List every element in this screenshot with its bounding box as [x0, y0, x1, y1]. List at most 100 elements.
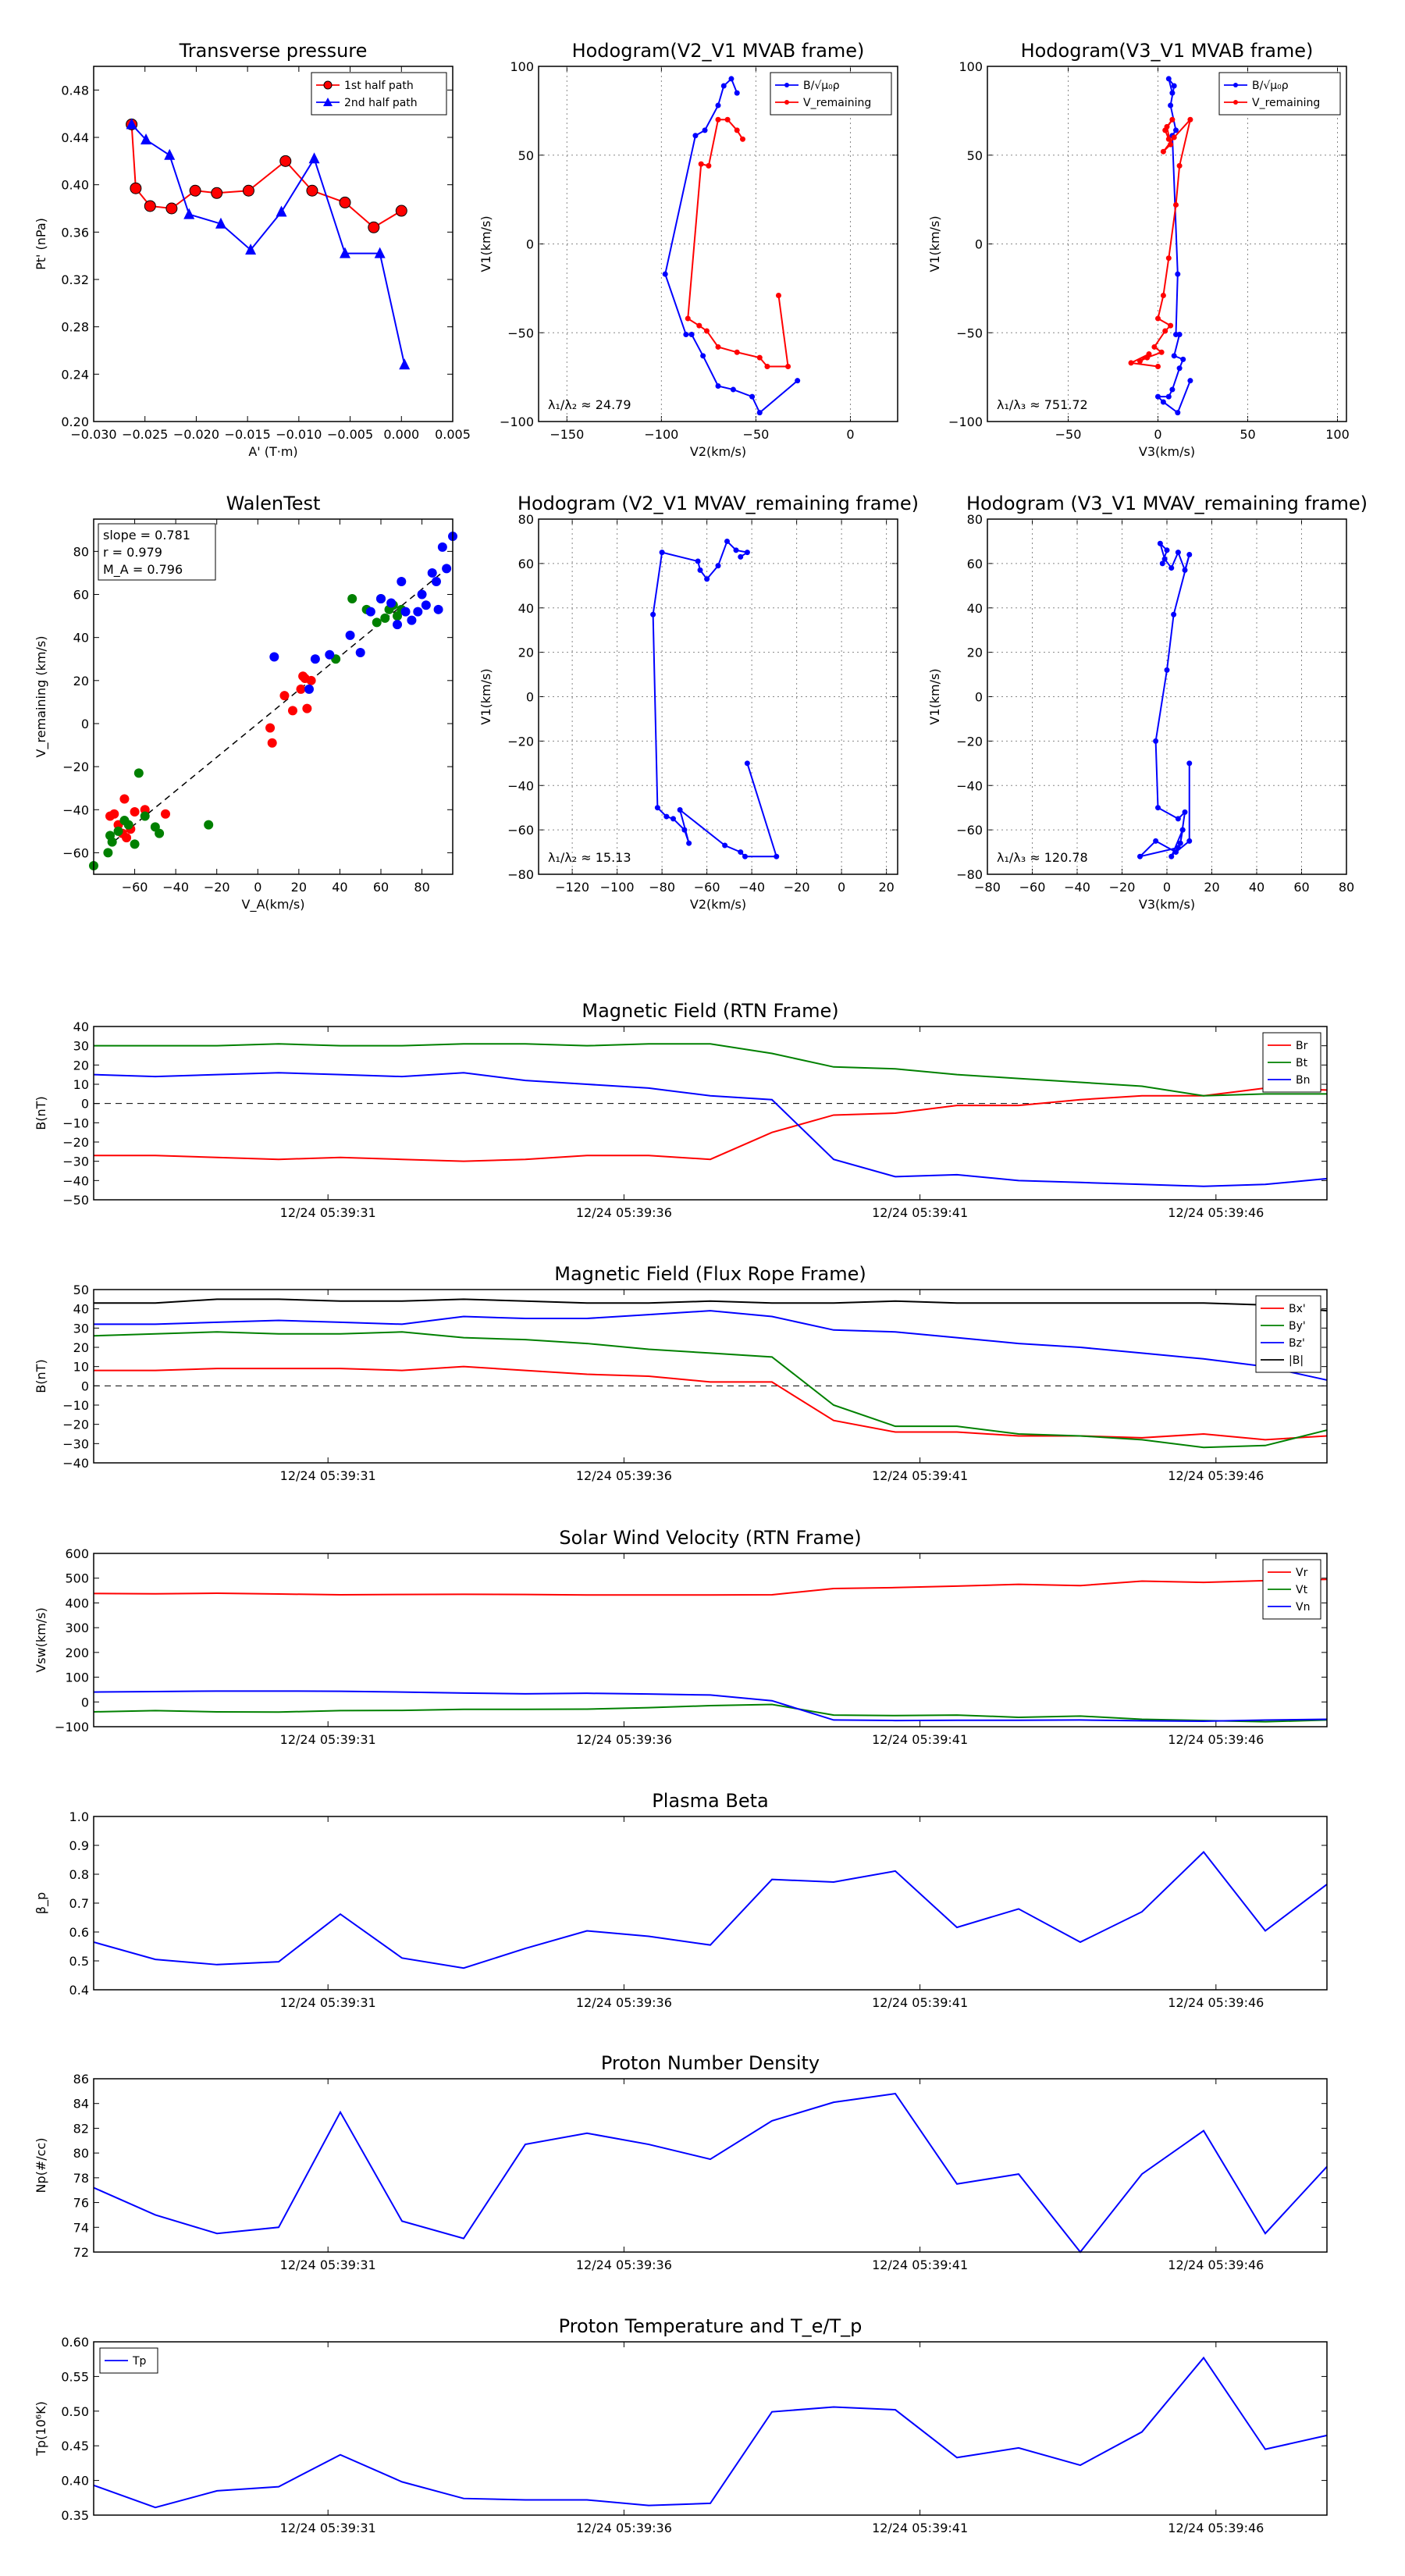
- legend-entry: V_remaining: [803, 97, 871, 109]
- data-point: [715, 116, 721, 123]
- x-tick-label: −0.005: [327, 427, 373, 442]
- data-point: [1155, 315, 1161, 322]
- scatter-point: [386, 598, 397, 608]
- data-point: [688, 332, 695, 338]
- y-tick-label: −60: [956, 823, 983, 838]
- y-tick-label: −10: [62, 1398, 89, 1413]
- legend-marker: [784, 100, 789, 105]
- plot-frame: [538, 66, 898, 422]
- scatter-point: [161, 809, 170, 819]
- data-point: [1169, 116, 1176, 123]
- chart-hodo_v2_mvab: Hodogram(V2_V1 MVAB frame) −100 −50 0 50 100 −…: [478, 40, 898, 459]
- legend-entry: 1st half path: [344, 80, 414, 92]
- legend: Tp: [99, 2347, 158, 2374]
- series-line: [93, 1703, 1328, 1723]
- y-tick-label: −60: [507, 823, 534, 838]
- x-tick-label: 12/24 05:39:31: [280, 1732, 376, 1747]
- data-point: [399, 358, 411, 370]
- data-point: [1146, 351, 1152, 358]
- data-point: [1157, 540, 1163, 546]
- y-tick-label: 40: [967, 601, 983, 616]
- x-tick-label: 12/24 05:39:31: [280, 1995, 376, 2010]
- y-tick-label: 20: [967, 646, 983, 660]
- series-line: [94, 1365, 1328, 1441]
- data-point: [722, 842, 728, 849]
- data-point: [744, 760, 750, 767]
- chart-title: WalenTest: [226, 493, 321, 514]
- data-point: [662, 271, 668, 277]
- y-tick-label: −30: [62, 1155, 89, 1169]
- data-point: [1179, 827, 1186, 833]
- data-point: [774, 853, 780, 859]
- x-tick-label: 12/24 05:39:41: [872, 1995, 968, 2010]
- y-tick-label: −60: [62, 845, 89, 860]
- data-point: [189, 184, 201, 197]
- chart-title: Plasma Beta: [652, 1790, 768, 1812]
- y-tick-label: 50: [967, 148, 983, 163]
- scatter-point: [372, 617, 382, 628]
- scatter-point: [105, 811, 116, 821]
- series-line: [93, 1072, 1328, 1187]
- x-tick-label: −100: [644, 427, 678, 442]
- data-point: [1169, 90, 1176, 96]
- legend-entry: Bz': [1289, 1337, 1305, 1350]
- plot-frame: [93, 2341, 1328, 2516]
- y-tick-label: −40: [507, 778, 534, 793]
- scatter-point: [442, 564, 452, 574]
- scatter-point: [130, 839, 140, 849]
- stats-line: M_A = 0.796: [103, 562, 183, 578]
- x-tick-label: −100: [600, 880, 635, 895]
- scatter-point: [113, 826, 123, 836]
- data-point: [1165, 393, 1172, 400]
- legend: B/√μ₀ρ V_remaining: [1218, 72, 1341, 116]
- x-tick-label: −50: [743, 427, 770, 442]
- data-point: [1176, 365, 1183, 372]
- scatter-point: [103, 848, 113, 858]
- data-point: [1153, 838, 1159, 844]
- y-tick-label: 10: [73, 1360, 89, 1375]
- data-point: [700, 353, 706, 359]
- data-point: [1173, 127, 1179, 133]
- y-tick-label: −50: [62, 1193, 89, 1208]
- scatter-point: [417, 589, 427, 600]
- data-point: [715, 102, 721, 109]
- y-tick-label: −10: [62, 1115, 89, 1130]
- legend-entry: Vn: [1296, 1601, 1310, 1614]
- y-tick-label: 200: [65, 1646, 89, 1660]
- data-point: [1175, 845, 1181, 851]
- data-point: [685, 315, 691, 322]
- data-point: [1158, 349, 1165, 355]
- data-point: [130, 182, 142, 194]
- data-point: [715, 383, 721, 389]
- data-point: [730, 386, 736, 393]
- stats-frame: [98, 523, 216, 581]
- x-tick-label: −0.025: [122, 427, 168, 442]
- stats-line: slope = 0.781: [103, 528, 190, 543]
- legend-entry: Vt: [1296, 1584, 1308, 1596]
- data-point: [683, 332, 689, 338]
- plot-frame: [987, 518, 1347, 875]
- data-point: [1177, 840, 1183, 846]
- y-tick-label: −20: [507, 734, 534, 749]
- y-tick-label: 0.5: [69, 1954, 89, 1969]
- legend-entry: 2nd half path: [344, 97, 418, 109]
- y-tick-label: 74: [73, 2220, 89, 2235]
- y-tick-label: 60: [73, 588, 89, 603]
- x-tick-label: −50: [1055, 427, 1082, 442]
- legend-entry: Tp: [132, 2355, 147, 2368]
- data-point: [764, 363, 770, 369]
- x-tick-label: 20: [291, 880, 307, 895]
- data-point: [703, 328, 710, 334]
- x-tick-label: −20: [1109, 880, 1136, 895]
- data-point: [670, 816, 676, 822]
- data-point: [164, 148, 176, 160]
- x-tick-label: 100: [1325, 427, 1350, 442]
- data-point: [734, 127, 740, 133]
- scatter-point: [365, 607, 375, 617]
- x-tick-label: 12/24 05:39:46: [1168, 1732, 1264, 1747]
- x-tick-label: −0.020: [173, 427, 219, 442]
- data-point: [698, 161, 704, 167]
- scatter-point: [130, 807, 140, 817]
- data-point: [368, 221, 380, 233]
- legend-box: [1218, 72, 1341, 116]
